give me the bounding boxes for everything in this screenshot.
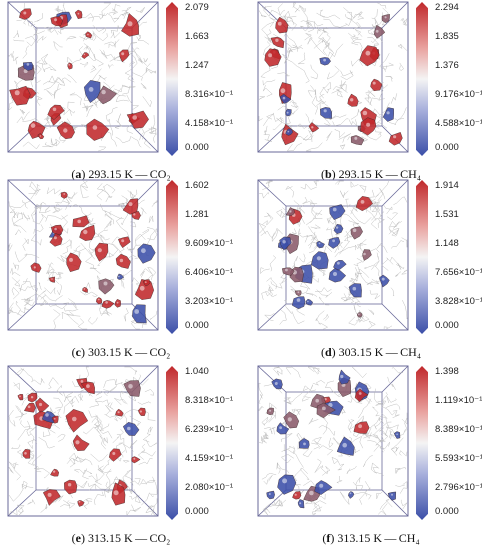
molecular-box-f (257, 365, 409, 517)
tick-b-4: 4.588×10⁻¹ (435, 118, 482, 129)
density-isosurfaces (17, 377, 146, 507)
colorbar-b (416, 2, 428, 156)
tick-b-5: 0.000 (435, 142, 459, 153)
density-view-a (6, 0, 160, 154)
caption-e: (e) 313.15 K — CO₂ (71, 531, 171, 545)
density-view-f (256, 364, 410, 518)
molecular-box-e (7, 365, 159, 517)
molecular-box-c (7, 179, 159, 331)
tick-c-4: 3.203×10⁻¹ (185, 296, 234, 307)
molecular-box-b (257, 1, 409, 153)
colorbar-e (166, 366, 178, 520)
tick-d-0: 1.914 (435, 180, 459, 191)
molecular-box-d (257, 179, 409, 331)
molecular-mesh (8, 2, 158, 152)
tick-c-5: 0.000 (185, 320, 209, 331)
tick-b-3: 9.176×10⁻¹ (435, 89, 482, 100)
tick-f-2: 8.389×10⁻¹ (435, 424, 482, 435)
molecular-mesh (258, 2, 408, 152)
tick-b-1: 1.835 (435, 31, 459, 42)
density-view-b (256, 0, 410, 154)
tick-a-3: 8.316×10⁻¹ (185, 89, 234, 100)
tick-d-2: 1.148 (435, 238, 459, 249)
tick-b-2: 1.376 (435, 60, 459, 71)
tick-e-3: 4.159×10⁻¹ (185, 453, 234, 464)
tick-f-4: 2.796×10⁻¹ (435, 482, 482, 493)
tick-a-5: 0.000 (185, 142, 209, 153)
tick-f-0: 1.398 (435, 366, 459, 377)
tick-e-1: 8.318×10⁻¹ (185, 395, 234, 406)
density-isosurfaces (266, 369, 401, 509)
tick-a-0: 2.079 (185, 2, 209, 13)
tick-e-2: 6.239×10⁻¹ (185, 424, 234, 435)
colorbar-f (416, 366, 428, 520)
tick-d-5: 0.000 (435, 320, 459, 331)
tick-a-2: 1.247 (185, 60, 209, 71)
colorbar-c (166, 180, 178, 334)
caption-c: (c) 303.15 K — CO₂ (71, 345, 171, 359)
box-frame (257, 179, 409, 331)
tick-c-1: 1.281 (185, 209, 209, 220)
tick-e-0: 1.040 (185, 366, 209, 377)
tick-f-5: 0.000 (435, 506, 459, 517)
tick-d-1: 1.531 (435, 209, 459, 220)
tick-d-4: 3.828×10⁻¹ (435, 296, 482, 307)
colorbar-a (166, 2, 178, 156)
tick-e-4: 2.080×10⁻¹ (185, 482, 234, 493)
tick-c-0: 1.602 (185, 180, 209, 191)
tick-d-3: 7.656×10⁻¹ (435, 267, 482, 278)
molecular-box-a (7, 1, 159, 153)
tick-e-5: 0.000 (185, 506, 209, 517)
tick-f-1: 1.119×10⁻¹ (435, 395, 482, 406)
density-isosurfaces (264, 14, 403, 146)
caption-d: (d) 303.15 K — CH₄ (320, 345, 421, 359)
tick-c-2: 9.609×10⁻¹ (185, 238, 234, 249)
tick-b-0: 2.294 (435, 2, 459, 13)
tick-c-3: 6.406×10⁻¹ (185, 267, 234, 278)
density-view-d (256, 178, 410, 332)
colorbar-d (416, 180, 428, 334)
caption-b: (b) 293.15 K — CH₄ (320, 167, 421, 181)
caption-f: (f) 313.15 K — CH₄ (322, 531, 420, 545)
density-isosurfaces (9, 8, 149, 141)
caption-a: (a) 293.15 K — CO₂ (71, 167, 171, 181)
density-view-c (6, 178, 160, 332)
density-view-e (6, 364, 160, 518)
tick-a-1: 1.663 (185, 31, 209, 42)
tick-a-4: 4.158×10⁻¹ (185, 118, 234, 129)
density-isosurfaces (277, 196, 390, 318)
tick-f-3: 5.593×10⁻¹ (435, 453, 482, 464)
density-isosurfaces (30, 191, 156, 324)
